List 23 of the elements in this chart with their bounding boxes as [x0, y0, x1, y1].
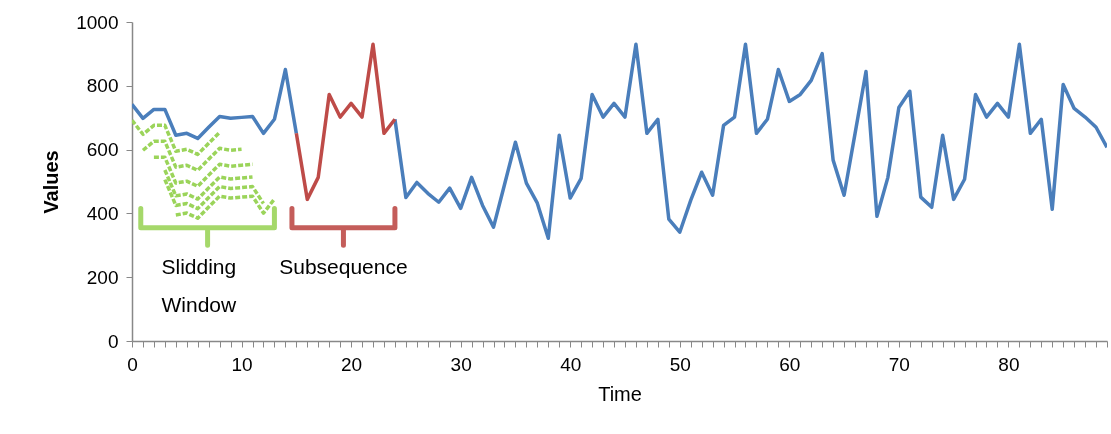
line-series: [174, 194, 277, 220]
y-tick-label: 0: [107, 330, 119, 352]
x-tick-label: 30: [450, 353, 472, 375]
line-series: [132, 118, 222, 157]
y-tick-label: 1000: [76, 11, 119, 33]
x-axis-title: Time: [598, 382, 642, 405]
x-tick-label: 50: [669, 353, 691, 375]
y-tick-label: 600: [86, 139, 119, 161]
annotation: Subsequence: [279, 255, 408, 279]
y-tick-label: 400: [86, 202, 119, 224]
x-tick-label: 0: [127, 353, 138, 375]
x-tick-label: 10: [231, 353, 253, 375]
y-tick-label: 200: [86, 266, 119, 288]
line-series: [294, 42, 397, 202]
x-tick-label: 60: [779, 353, 801, 375]
x-tick-label: 40: [560, 353, 582, 375]
y-axis-title: Values: [40, 150, 63, 214]
x-tick-label: 20: [341, 353, 363, 375]
y-tick-label: 800: [86, 75, 119, 97]
line-series: [141, 139, 244, 173]
annotation: Slidding Window: [161, 255, 237, 317]
x-tick-label: 70: [888, 353, 910, 375]
x-tick-label: 80: [998, 353, 1020, 375]
